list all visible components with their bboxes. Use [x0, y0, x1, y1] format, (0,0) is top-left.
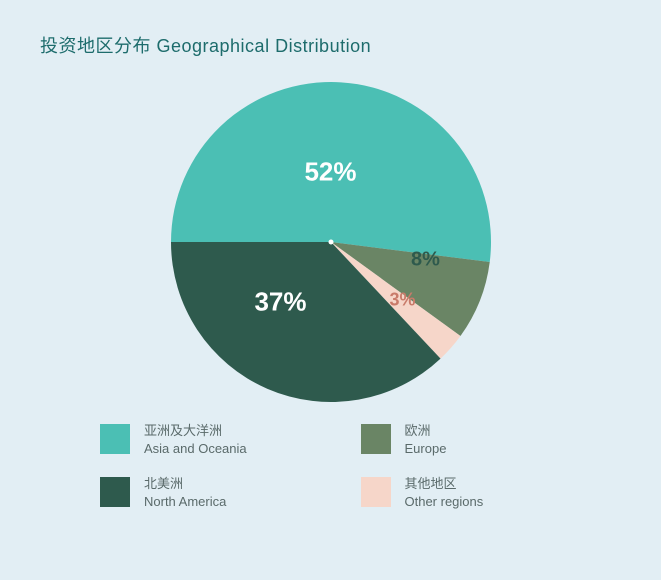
- legend-label-other: 其他地区Other regions: [405, 475, 484, 510]
- legend-label-asia_oceania: 亚洲及大洋洲Asia and Oceania: [144, 422, 247, 457]
- pie-slice-asia_oceania: [171, 82, 491, 262]
- legend-item-north_america: 北美洲North America: [100, 475, 301, 510]
- legend-item-europe: 欧洲Europe: [361, 422, 562, 457]
- legend-item-other: 其他地区Other regions: [361, 475, 562, 510]
- legend: 亚洲及大洋洲Asia and Oceania 欧洲Europe 北美洲North A…: [40, 422, 621, 510]
- legend-item-asia_oceania: 亚洲及大洋洲Asia and Oceania: [100, 422, 301, 457]
- legend-label-north_america: 北美洲North America: [144, 475, 226, 510]
- pie-chart: 52%8%3%37%: [171, 82, 491, 402]
- legend-swatch-europe: [361, 424, 391, 454]
- chart-area: 52%8%3%37%: [40, 82, 621, 402]
- legend-swatch-north_america: [100, 477, 130, 507]
- legend-swatch-other: [361, 477, 391, 507]
- chart-title: 投资地区分布 Geographical Distribution: [40, 32, 621, 58]
- chart-container: 投资地区分布 Geographical Distribution 52%8%3%…: [0, 0, 661, 580]
- legend-label-europe: 欧洲Europe: [405, 422, 447, 457]
- legend-swatch-asia_oceania: [100, 424, 130, 454]
